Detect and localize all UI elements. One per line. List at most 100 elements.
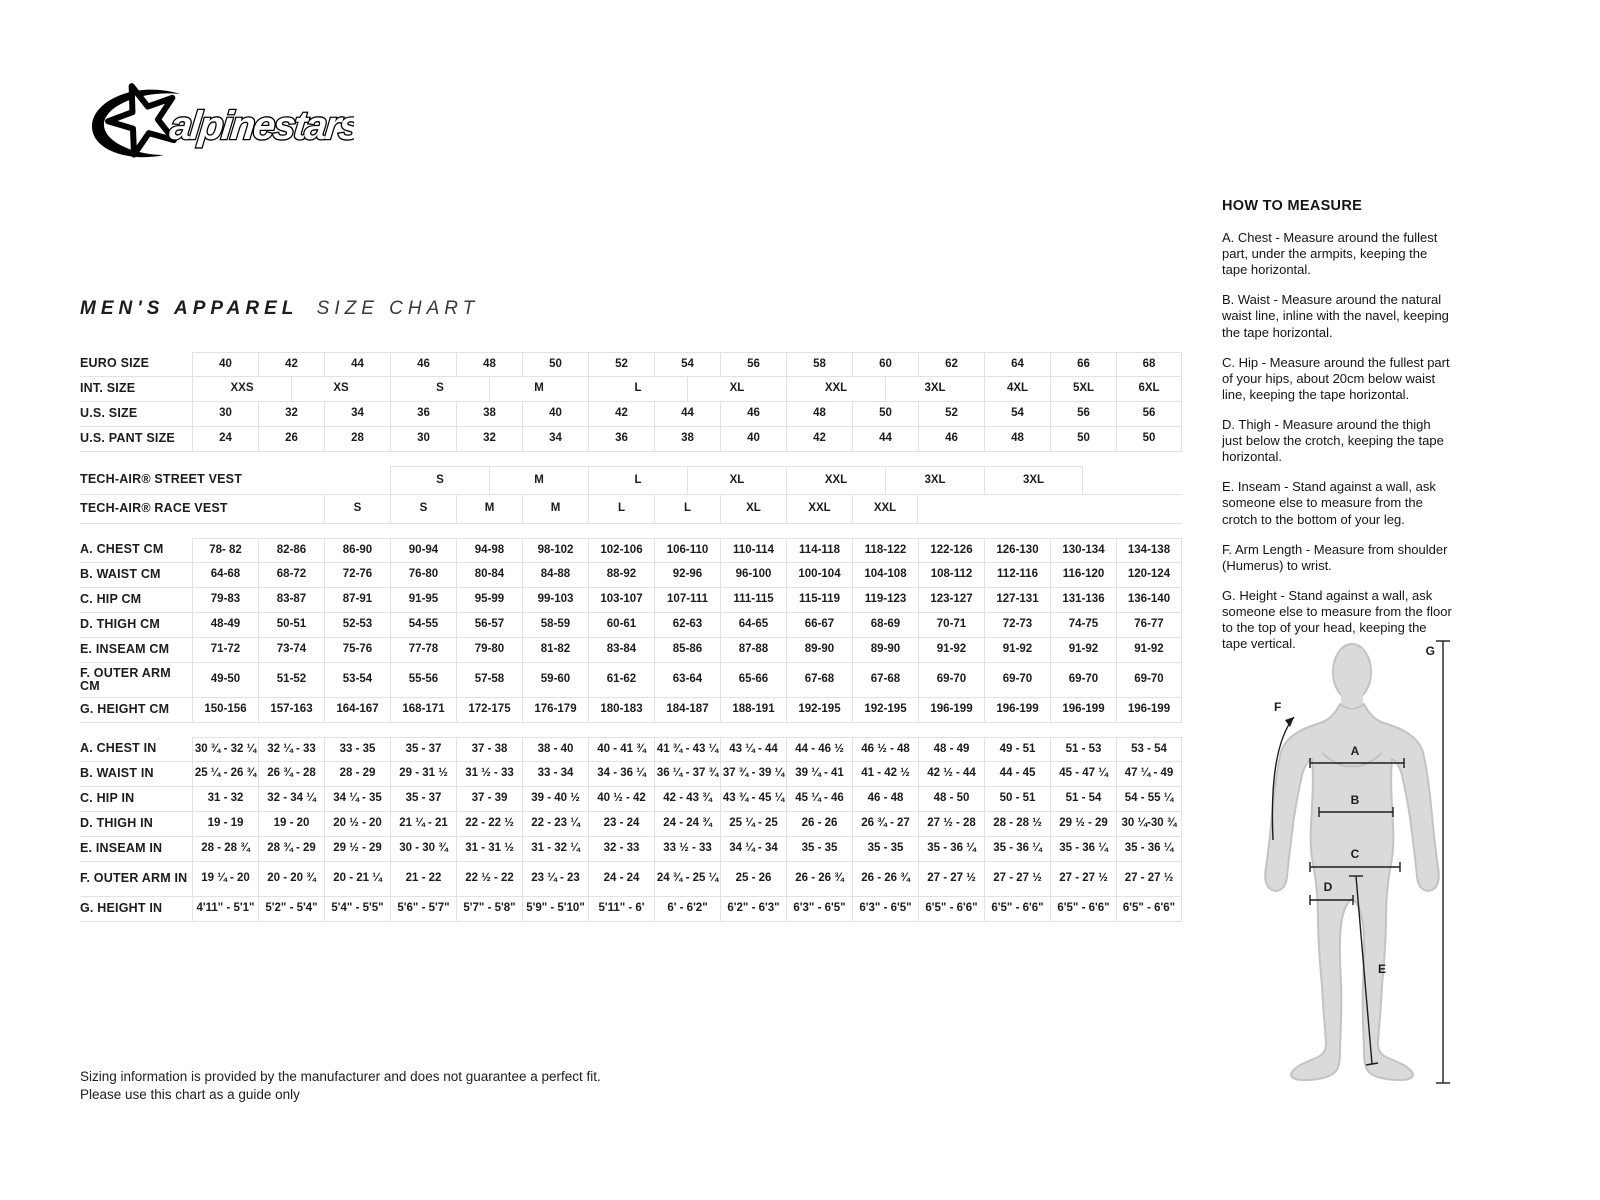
cell-outer-arm-cm-2: 53-54 <box>324 663 390 697</box>
cell-us-9: 48 <box>786 402 852 426</box>
table-row-us: U.S. SIZE 30 32 34 36 38 40 42 44 46 48 50 52 54 56 56 <box>80 402 1182 427</box>
cell-euro-0: 40 <box>192 352 258 376</box>
cell-hip-cm-8: 111-115 <box>720 588 786 612</box>
cell-height-in-1: 5'2" - 5'4" <box>258 897 324 921</box>
cell-waist-cm-13: 116-120 <box>1050 563 1116 587</box>
cell-chest-in-13: 51 - 53 <box>1050 737 1116 761</box>
cell-hip-cm-6: 103-107 <box>588 588 654 612</box>
cell-outer-arm-cm-6: 61-62 <box>588 663 654 697</box>
cell-hip-cm-13: 131-136 <box>1050 588 1116 612</box>
cell-int-9: 5XL <box>1050 377 1116 401</box>
row-label-us: U.S. SIZE <box>80 406 138 421</box>
row-label-thigh-cm: D. THIGH CM <box>80 617 160 632</box>
cell-outer-arm-cm-12: 69-70 <box>984 663 1050 697</box>
cell-outer-arm-cm-1: 51-52 <box>258 663 324 697</box>
cell-int-1: XS <box>291 377 390 401</box>
cell-chest-cm-5: 98-102 <box>522 538 588 562</box>
cell-chest-cm-0: 78- 82 <box>192 538 258 562</box>
row-label-waist-cm: B. WAIST CM <box>80 567 161 582</box>
cell-int-7: 3XL <box>885 377 984 401</box>
body-measurement-diagram: A B C D E F G <box>1264 640 1450 1084</box>
cell-height-cm-14: 196-199 <box>1116 698 1182 722</box>
cell-tech-air-street-vest-0: S <box>390 466 489 494</box>
cell-thigh-in-6: 23 - 24 <box>588 812 654 836</box>
cell-outer-arm-in-4: 22 ½ - 22 <box>456 862 522 896</box>
cell-us-pant-13: 50 <box>1050 427 1116 451</box>
measure-instruction-arm: F. Arm Length - Measure from shoulder (H… <box>1222 541 1448 573</box>
cell-waist-cm-5: 84-88 <box>522 563 588 587</box>
cell-waist-cm-6: 88-92 <box>588 563 654 587</box>
how-to-measure-heading: HOW TO MEASURE <box>1222 198 1363 214</box>
cell-height-cm-12: 196-199 <box>984 698 1050 722</box>
cell-inseam-in-10: 35 - 35 <box>852 837 918 861</box>
cell-chest-in-9: 44 - 46 ½ <box>786 737 852 761</box>
table-row-chest-cm: A. CHEST CM 78- 82 82-86 86-90 90-94 94-98 98-… <box>80 538 1182 563</box>
cell-hip-in-5: 39 - 40 ½ <box>522 787 588 811</box>
waist-measure-line <box>1318 807 1394 817</box>
cell-int-0: XXS <box>192 377 291 401</box>
table-spacer <box>80 524 1182 538</box>
cell-waist-in-2: 28 - 29 <box>324 762 390 786</box>
cell-us-3: 36 <box>390 402 456 426</box>
cell-outer-arm-cm-9: 67-68 <box>786 663 852 697</box>
cell-thigh-in-7: 24 - 24 ¾ <box>654 812 720 836</box>
cell-height-in-10: 6'3" - 6'5" <box>852 897 918 921</box>
cell-thigh-cm-13: 74-75 <box>1050 613 1116 637</box>
cell-height-in-4: 5'7" - 5'8" <box>456 897 522 921</box>
table-row-tech-air-street-vest: TECH-AIR® STREET VEST S M L XL XXL 3XL 3XL <box>80 466 1182 495</box>
cell-us-10: 50 <box>852 402 918 426</box>
cell-hip-cm-0: 79-83 <box>192 588 258 612</box>
cell-height-cm-9: 192-195 <box>786 698 852 722</box>
cell-hip-in-1: 32 - 34 ¼ <box>258 787 324 811</box>
cell-euro-3: 46 <box>390 352 456 376</box>
cell-outer-arm-in-12: 27 - 27 ½ <box>984 862 1050 896</box>
cell-outer-arm-in-7: 24 ¾ - 25 ¼ <box>654 862 720 896</box>
cell-inseam-in-2: 29 ½ - 29 <box>324 837 390 861</box>
cell-waist-cm-12: 112-116 <box>984 563 1050 587</box>
cell-thigh-in-3: 21 ¼ - 21 <box>390 812 456 836</box>
cell-height-in-7: 6' - 6'2" <box>654 897 720 921</box>
cell-inseam-cm-6: 83-84 <box>588 638 654 662</box>
cell-chest-cm-11: 122-126 <box>918 538 984 562</box>
hip-measure-line <box>1309 862 1401 872</box>
cell-hip-cm-9: 115-119 <box>786 588 852 612</box>
cell-tech-air-race-vest-0: S <box>324 495 390 523</box>
cell-outer-arm-cm-8: 65-66 <box>720 663 786 697</box>
cell-waist-in-0: 25 ¼ - 26 ¾ <box>192 762 258 786</box>
cell-height-cm-2: 164-167 <box>324 698 390 722</box>
cell-thigh-cm-11: 70-71 <box>918 613 984 637</box>
cell-euro-9: 58 <box>786 352 852 376</box>
page-title-bold: MEN'S APPAREL <box>80 298 299 319</box>
row-label-inseam-in: E. INSEAM IN <box>80 841 163 856</box>
cell-euro-6: 52 <box>588 352 654 376</box>
cell-waist-in-1: 26 ¾ - 28 <box>258 762 324 786</box>
cell-us-14: 56 <box>1116 402 1182 426</box>
table-row-int: INT. SIZE XXS XS S M L XL XXL 3XL 4XL 5XL 6XL <box>80 377 1182 402</box>
figure-label-hip: C <box>1351 847 1360 861</box>
cell-height-in-8: 6'2" - 6'3" <box>720 897 786 921</box>
cell-us-pant-12: 48 <box>984 427 1050 451</box>
cell-tech-air-street-vest-1: M <box>489 466 588 494</box>
cell-int-4: L <box>588 377 687 401</box>
cell-int-2: S <box>390 377 489 401</box>
cell-outer-arm-in-3: 21 - 22 <box>390 862 456 896</box>
cell-chest-cm-12: 126-130 <box>984 538 1050 562</box>
body-silhouette <box>1264 643 1440 1081</box>
cell-waist-cm-3: 76-80 <box>390 563 456 587</box>
cell-waist-cm-14: 120-124 <box>1116 563 1182 587</box>
cell-height-cm-7: 184-187 <box>654 698 720 722</box>
size-table: EURO SIZE 40 42 44 46 48 50 52 54 56 58 60 62 64 66 68 I… <box>80 352 1182 922</box>
cell-hip-in-9: 45 ¼ - 46 <box>786 787 852 811</box>
cell-us-pant-9: 42 <box>786 427 852 451</box>
cell-thigh-cm-5: 58-59 <box>522 613 588 637</box>
table-spacer <box>80 452 1182 466</box>
figure-pec-contour <box>1321 752 1383 768</box>
cell-chest-cm-4: 94-98 <box>456 538 522 562</box>
cell-inseam-cm-2: 75-76 <box>324 638 390 662</box>
row-label-us-pant: U.S. PANT SIZE <box>80 431 175 446</box>
cell-outer-arm-cm-7: 63-64 <box>654 663 720 697</box>
cell-us-pant-8: 40 <box>720 427 786 451</box>
measure-instruction-hip: C. Hip - Measure around the fullest part… <box>1222 354 1450 402</box>
cell-hip-in-13: 51 - 54 <box>1050 787 1116 811</box>
cell-outer-arm-in-9: 26 - 26 ¾ <box>786 862 852 896</box>
